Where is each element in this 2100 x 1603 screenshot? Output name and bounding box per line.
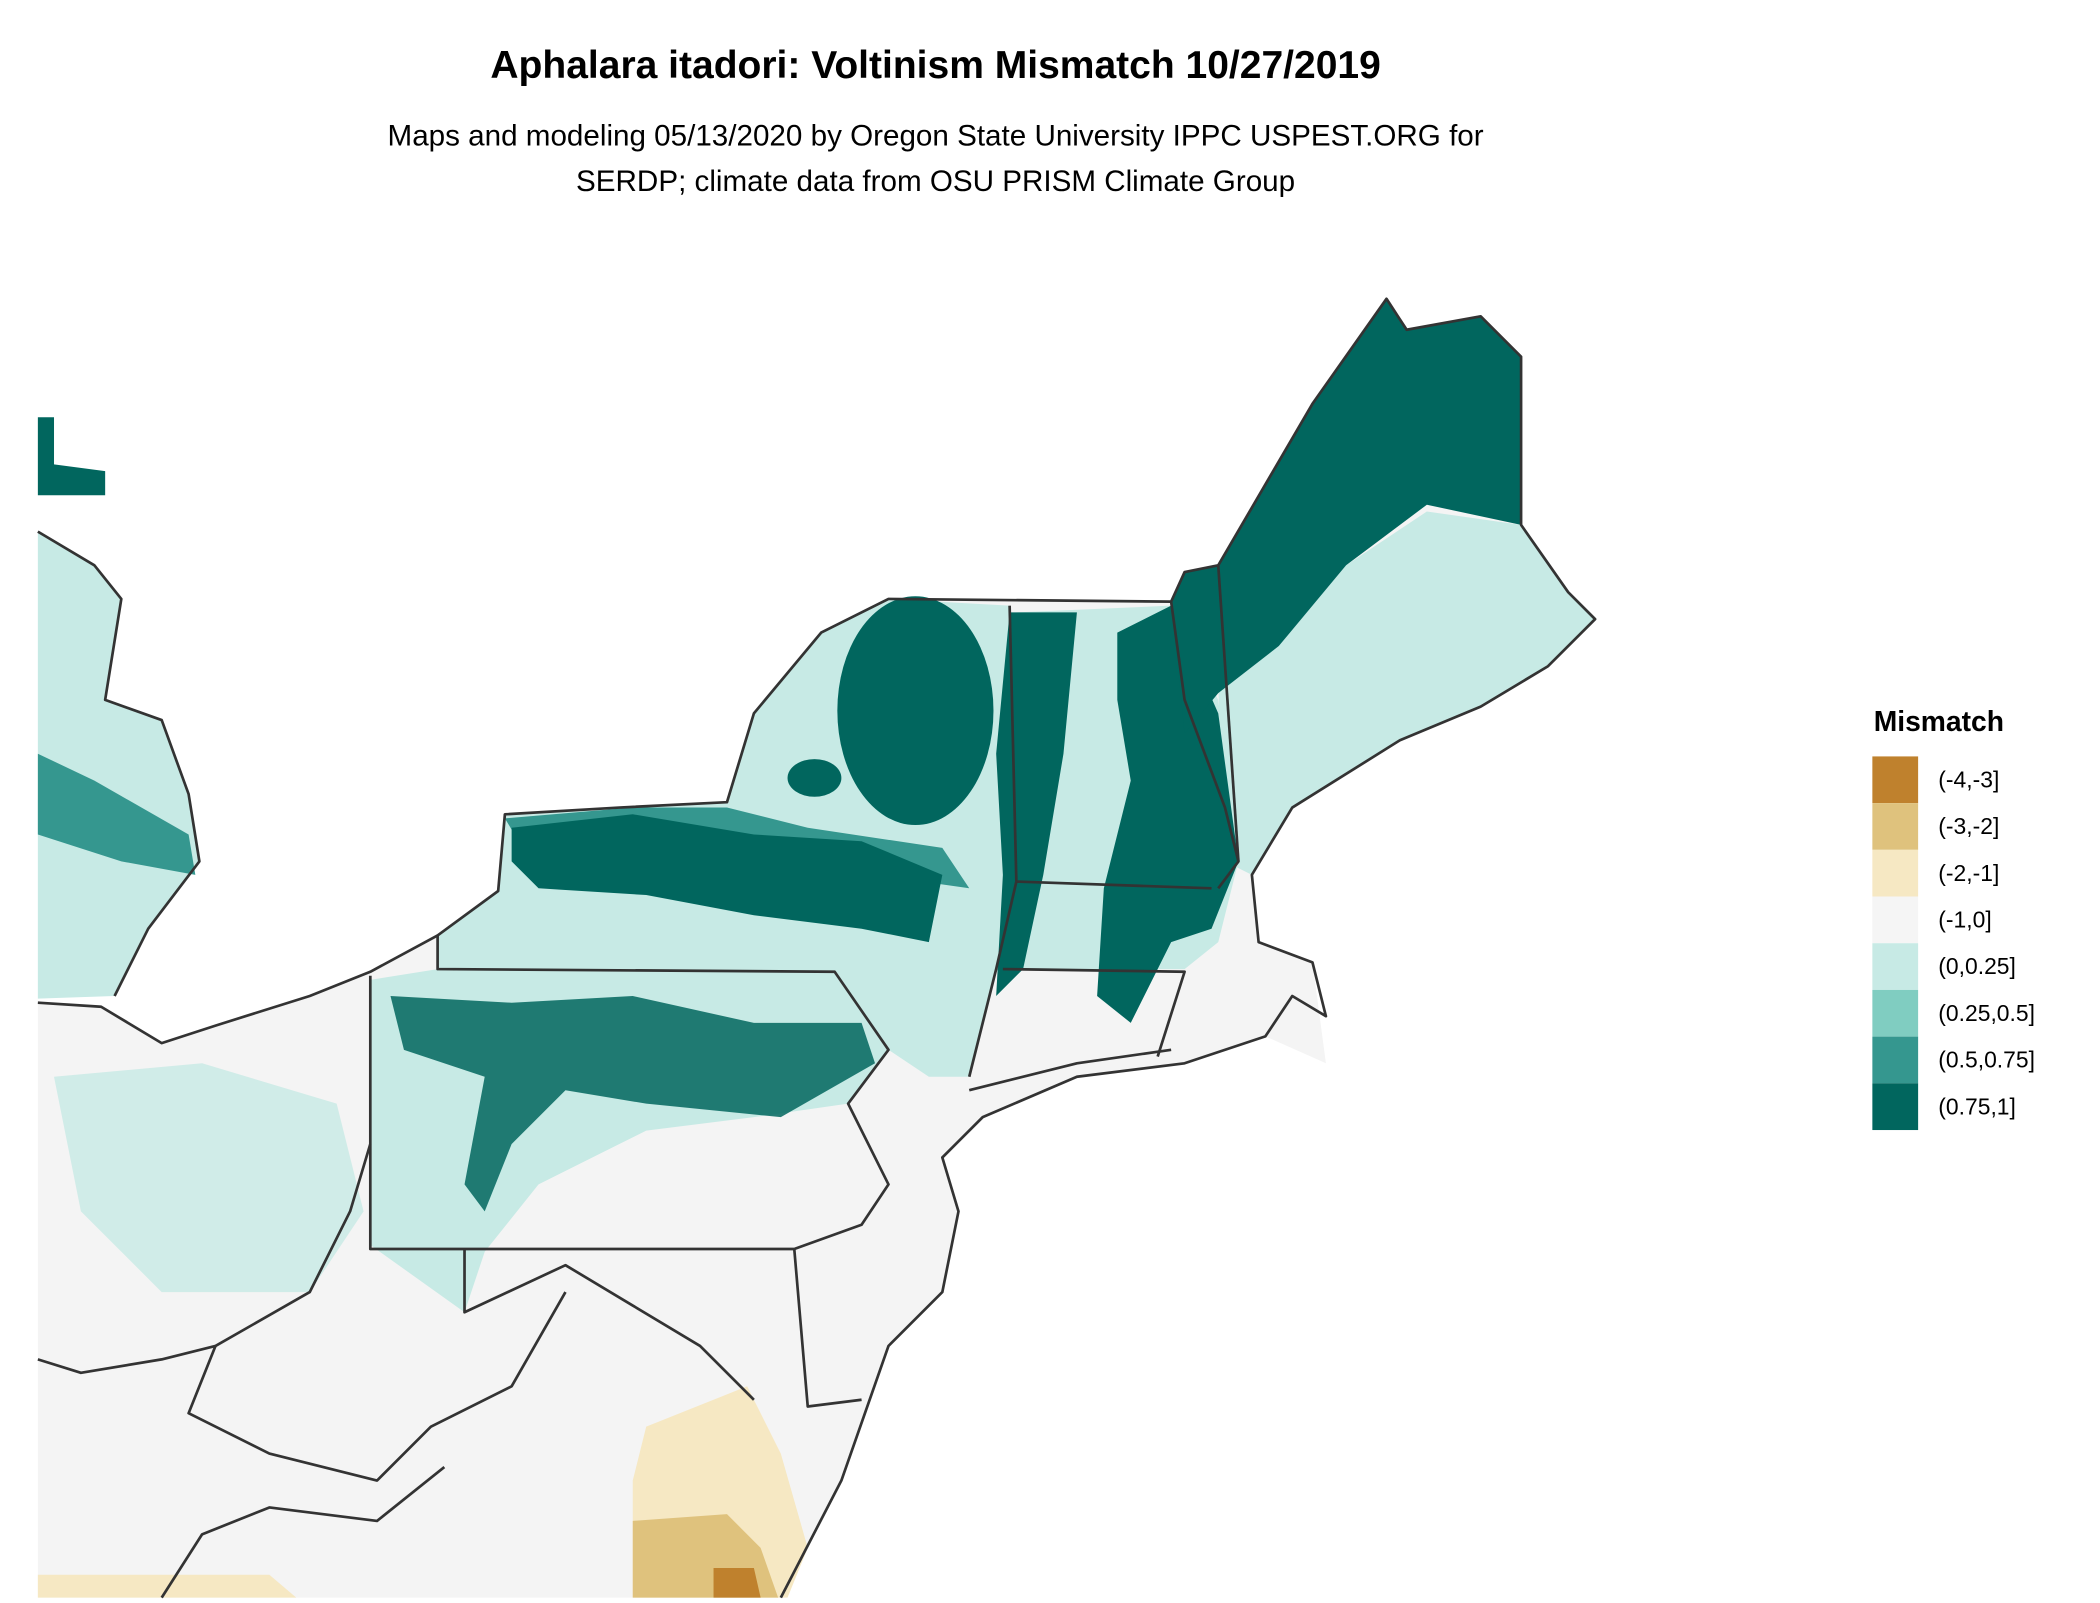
legend-label: (-4,-3] [1938,766,1999,792]
zone-dark-ny-band [511,814,943,943]
zone-dark-maine [1171,298,1522,734]
legend-swatch [1872,989,1919,1037]
zone-tan-sw [37,1574,297,1598]
land-michigan [37,531,200,999]
legend-swatch [1872,896,1919,944]
legend-label: (-3,-2] [1938,813,1999,839]
legend-label: (0.25,0.5] [1938,1000,2035,1026]
legend-label: (0.5,0.75] [1938,1047,2035,1073]
legend-swatch [1872,1083,1919,1131]
map-subtitle-line2: SERDP; climate data from OSU PRISM Clima… [576,165,1295,198]
state-borders [37,297,1597,1599]
zone-light-west [54,1063,364,1293]
legend-label: (0.75,1] [1938,1093,2016,1119]
land-michigan-north [37,417,106,496]
legend: Mismatch (-4,-3] (-3,-2] (-2,-1] (-1,0] (0,0… [1872,705,2035,1131]
zone-dark-tughill [787,759,842,797]
zone-dark-vermont [996,612,1077,996]
legend-swatch [1872,1036,1919,1084]
map-title: Aphalara itadori: Voltinism Mismatch 10/… [490,44,1380,87]
legend-label: (-2,-1] [1938,860,1999,886]
zone-light-maine [1218,511,1596,875]
zone-mid-michigan [37,753,196,875]
legend-swatch [1872,943,1919,990]
legend-label: (0,0.25] [1938,953,2016,979]
zone-dark-pa [390,995,876,1212]
legend-swatch [1872,803,1919,850]
zone-tan-dark [713,1568,761,1598]
zone-dark-adirondacks [837,596,994,826]
legend-label: (-1,0] [1938,906,1991,932]
map-subtitle-line1: Maps and modeling 05/13/2020 by Oregon S… [388,119,1484,152]
legend-title: Mismatch [1874,705,2004,737]
map-panel [37,297,1597,1599]
legend-swatch [1872,849,1919,897]
legend-swatch [1872,756,1919,804]
